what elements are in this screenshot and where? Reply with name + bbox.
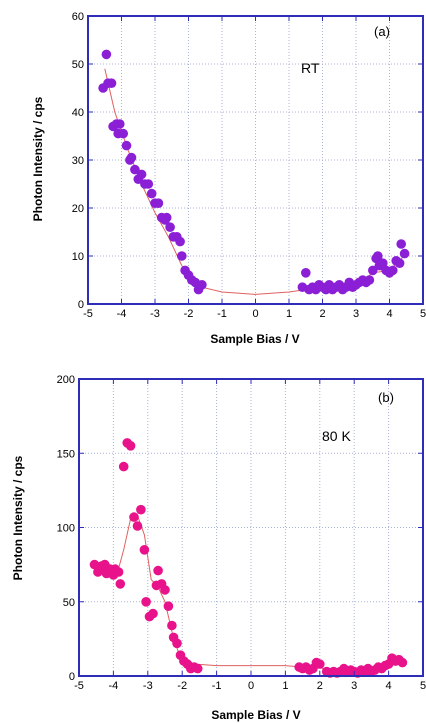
- x-tick-label: -1: [212, 680, 222, 692]
- x-axis-label-b: Sample Bias / V: [211, 708, 300, 722]
- data-point: [153, 565, 163, 576]
- data-point: [373, 251, 383, 261]
- x-tick-label: 1: [282, 680, 288, 692]
- annotation-rt: RT: [301, 60, 320, 76]
- y-tick-label: 50: [72, 59, 84, 71]
- data-point: [115, 579, 126, 589]
- data-point: [388, 265, 398, 276]
- x-tick-label: -4: [109, 680, 119, 692]
- y-tick-label: 10: [72, 251, 84, 263]
- data-point: [121, 140, 132, 151]
- x-tick-label: 2: [317, 680, 323, 692]
- x-tick-label: 4: [386, 680, 392, 692]
- x-tick-label: 0: [252, 308, 258, 320]
- data-point: [106, 78, 117, 88]
- data-point: [161, 212, 172, 223]
- x-tick-label: 2: [319, 308, 325, 320]
- data-point: [101, 49, 112, 60]
- data-point: [315, 659, 325, 669]
- data-point: [172, 638, 182, 649]
- y-tick-label: 40: [72, 107, 84, 119]
- data-point: [175, 236, 185, 247]
- data-point: [143, 179, 154, 189]
- x-tick-label: -2: [184, 308, 194, 320]
- data-point: [113, 567, 124, 577]
- data-point: [153, 198, 164, 208]
- x-tick-label: -3: [150, 308, 160, 320]
- data-point: [163, 601, 174, 611]
- data-point: [160, 585, 170, 595]
- data-point: [197, 280, 207, 290]
- data-point: [146, 188, 157, 199]
- y-tick-label: 20: [72, 203, 84, 215]
- data-point: [378, 258, 388, 269]
- y-tick-label: 0: [69, 671, 75, 683]
- data-point: [141, 597, 151, 607]
- x-tick-label: 1: [286, 308, 292, 320]
- y-tick-label: 50: [63, 597, 75, 609]
- grid-lines-b: [79, 379, 423, 676]
- panel-label-a: (a): [374, 24, 390, 39]
- y-tick-label: 60: [72, 11, 84, 23]
- y-tick-label: 150: [57, 448, 75, 460]
- data-point: [397, 657, 408, 668]
- fit-curve-b: [96, 514, 403, 672]
- data-point: [396, 239, 407, 249]
- data-point: [129, 512, 139, 522]
- y-axis-label-b: Photon Intensity / cps: [11, 455, 25, 580]
- y-tick-label: 200: [57, 374, 75, 386]
- panel-label-b: (b): [378, 390, 394, 405]
- x-tick-label: -3: [143, 680, 153, 692]
- data-points-a: [98, 49, 410, 295]
- data-point: [125, 441, 136, 451]
- x-tick-label: 0: [248, 680, 254, 692]
- x-tick-label: 3: [353, 308, 359, 320]
- y-tick-label: 0: [78, 299, 84, 311]
- y-axis-label-a: Photon Intensity / cps: [31, 96, 45, 221]
- x-tick-label: 3: [351, 680, 357, 692]
- x-tick-label: -5: [74, 680, 84, 692]
- data-point: [165, 222, 175, 232]
- data-point: [148, 608, 158, 619]
- data-point: [115, 119, 125, 129]
- data-point: [394, 258, 405, 269]
- data-point: [136, 504, 146, 515]
- annotation-80k: 80 K: [322, 428, 351, 444]
- data-point: [177, 251, 187, 261]
- data-point: [399, 248, 410, 259]
- x-tick-label: -2: [177, 680, 187, 692]
- data-point: [301, 268, 311, 278]
- data-point: [130, 164, 140, 175]
- data-point: [136, 169, 147, 180]
- data-points-b: [89, 438, 408, 678]
- x-axis-label-a: Sample Bias / V: [210, 332, 299, 346]
- data-point: [139, 545, 150, 555]
- y-tick-label: 30: [72, 155, 84, 167]
- data-point: [368, 265, 378, 276]
- data-point: [118, 128, 128, 139]
- data-point: [132, 521, 143, 531]
- x-tick-label: 4: [386, 308, 392, 320]
- data-point: [126, 152, 137, 163]
- y-tick-label: 100: [57, 523, 75, 535]
- grid-lines-a: [88, 16, 423, 304]
- x-tick-label: 5: [420, 680, 426, 692]
- x-tick-label: -4: [117, 308, 127, 320]
- x-tick-label: -5: [83, 308, 93, 320]
- data-point: [118, 461, 129, 472]
- data-point: [167, 620, 177, 631]
- data-point: [364, 275, 375, 285]
- x-tick-label: 5: [420, 308, 426, 320]
- data-point: [192, 663, 203, 674]
- x-tick-label: -1: [217, 308, 227, 320]
